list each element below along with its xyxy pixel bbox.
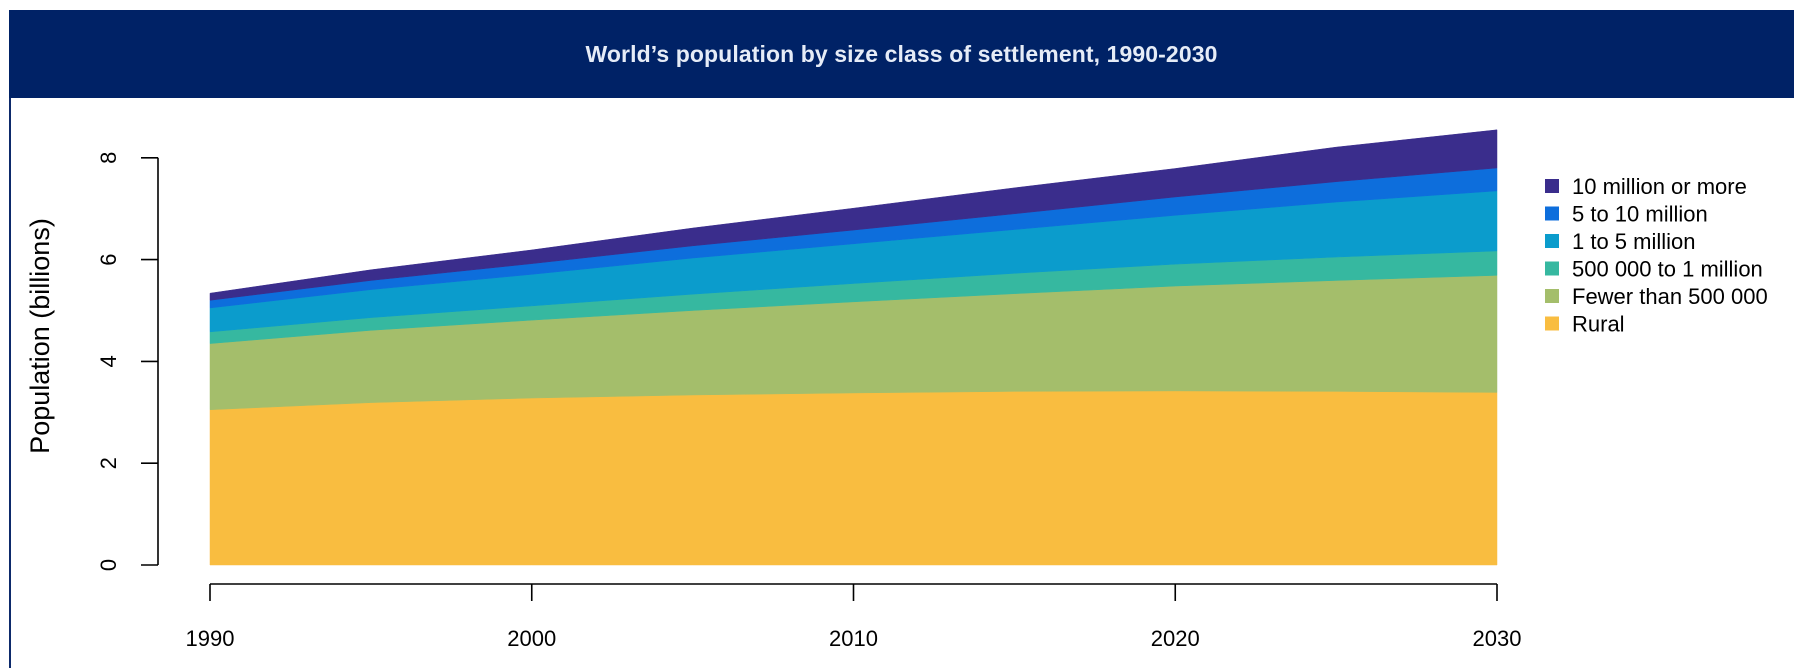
legend-swatch-fewer-than-500-000 xyxy=(1545,289,1559,303)
y-axis-title: Population (billions) xyxy=(25,218,55,454)
x-tick-label: 2030 xyxy=(1473,626,1522,651)
y-tick-label: 0 xyxy=(96,559,121,571)
x-tick-label: 1990 xyxy=(186,626,235,651)
legend-swatch-10-million-or-more xyxy=(1545,179,1559,193)
legend-swatch-500-000-to-1-million xyxy=(1545,261,1559,276)
chart-header: World’s population by size class of sett… xyxy=(9,10,1794,98)
area-rural xyxy=(209,390,1498,566)
legend-label-1-to-5-million: 1 to 5 million xyxy=(1572,229,1696,254)
legend-swatch-5-to-10-million xyxy=(1545,206,1559,221)
legend-label-rural: Rural xyxy=(1572,312,1625,337)
y-tick-label: 2 xyxy=(96,457,121,469)
chart-title: World’s population by size class of sett… xyxy=(585,40,1218,67)
x-tick-label: 2010 xyxy=(829,626,878,651)
legend-swatch-rural xyxy=(1545,316,1559,331)
legend-label-5-to-10-million: 5 to 10 million xyxy=(1572,202,1708,227)
area-series-group xyxy=(209,129,1498,566)
chart-frame xyxy=(9,10,1794,668)
x-tick-label: 2020 xyxy=(1151,626,1200,651)
legend-label-500-000-to-1-million: 500 000 to 1 million xyxy=(1572,257,1763,282)
y-tick-label: 4 xyxy=(96,355,121,367)
legend-label-fewer-than-500-000: Fewer than 500 000 xyxy=(1572,284,1768,309)
x-tick-label: 2000 xyxy=(507,626,556,651)
y-axis: 0 2 4 6 8 xyxy=(96,152,159,571)
legend-label-10-million-or-more: 10 million or more xyxy=(1572,174,1747,199)
y-tick-label: 8 xyxy=(96,152,121,164)
y-tick-label: 6 xyxy=(96,253,121,265)
legend-swatch-1-to-5-million xyxy=(1545,234,1559,248)
area-10-million-or-more xyxy=(209,129,1498,301)
x-axis: 1990 2000 2010 2020 2030 xyxy=(186,583,1522,651)
